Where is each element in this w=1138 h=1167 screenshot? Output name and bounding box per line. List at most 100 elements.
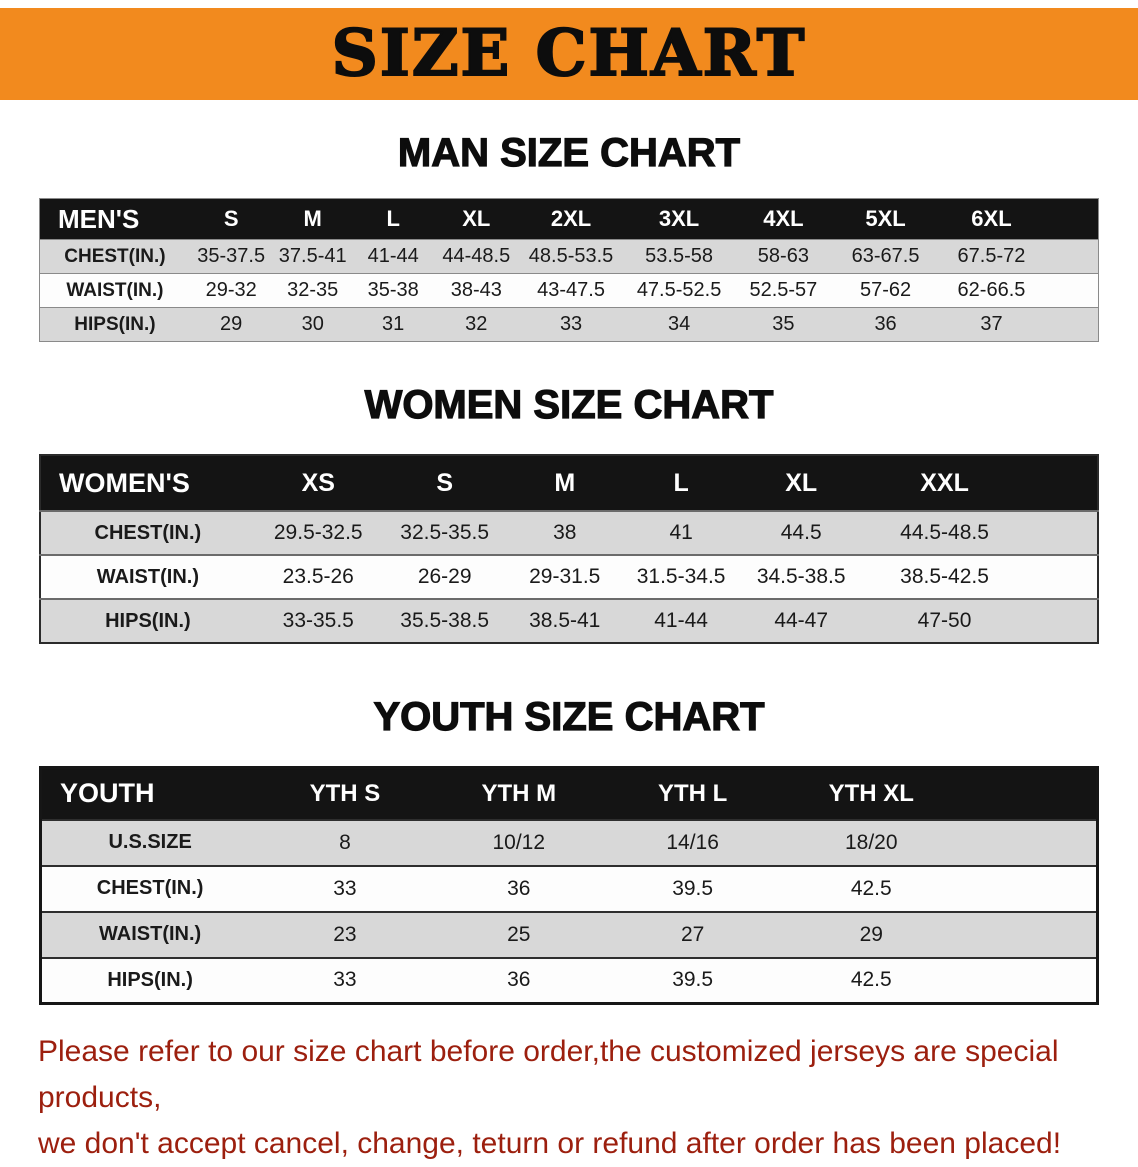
value-cell <box>1043 240 1098 274</box>
value-cell: 33 <box>559 313 583 335</box>
value-cell: 47-50 <box>917 609 972 632</box>
size-header-cell <box>963 767 1098 820</box>
size-header-cell: YTH XL <box>779 767 964 820</box>
size-header-cell: YTH M <box>431 767 606 820</box>
value-cell: 35-38 <box>367 279 419 301</box>
men-chart-heading: MAN SIZE CHART <box>397 130 741 175</box>
value-cell: 36 <box>507 876 531 900</box>
value-cell: 34 <box>667 313 691 335</box>
value-cell: 33 <box>333 876 357 900</box>
value-cell: 32 <box>465 313 488 335</box>
table-row: WAIST(IN.) 23.5-26 26-29 29-31.5 31.5-34.5 34… <box>40 555 1098 599</box>
value-cell: 29-32 <box>205 279 257 301</box>
row-label-cell: HIPS(IN.) <box>74 313 156 335</box>
value-cell: 36 <box>507 968 531 992</box>
women-size-section: WOMEN SIZE CHART WOMEN'S XS S M L XL XXL CHEST(… <box>0 382 1138 644</box>
table-title-cell: YOUTH <box>40 767 259 820</box>
value-cell: 30 <box>301 313 324 335</box>
value-cell: 42.5 <box>850 876 892 900</box>
value-cell <box>1027 599 1098 643</box>
value-cell <box>1027 555 1098 599</box>
value-cell: 53.5-58 <box>645 245 713 267</box>
value-cell: 25 <box>507 922 531 946</box>
value-cell: 33 <box>333 968 357 992</box>
value-cell: 37 <box>980 313 1003 335</box>
value-cell: 41 <box>669 521 693 544</box>
men-size-table: MEN'S S M L XL 2XL 3XL 4XL 5XL 6XL CHEST(IN.) 35-37… <box>39 198 1099 342</box>
size-header-cell: YTH S <box>258 767 432 820</box>
value-cell: 36 <box>874 313 897 335</box>
table-header-row: MEN'S S M L XL 2XL 3XL 4XL 5XL 6XL <box>39 198 1099 240</box>
value-cell: 44.5-48.5 <box>900 521 989 544</box>
notice-line-2: we don't accept cancel, change, teturn o… <box>38 1127 1062 1160</box>
women-chart-heading: WOMEN SIZE CHART <box>364 382 774 427</box>
value-cell: 18/20 <box>844 830 898 854</box>
value-cell: 23.5-26 <box>282 565 354 588</box>
value-cell: 35.5-38.5 <box>400 609 490 632</box>
table-row: HIPS(IN.) 29 30 31 32 33 34 35 36 37 <box>39 307 1099 342</box>
value-cell: 29.5-32.5 <box>273 521 363 544</box>
value-cell <box>963 866 1097 912</box>
value-cell: 41-44 <box>654 609 708 632</box>
table-row: HIPS(IN.) 33-35.5 35.5-38.5 38.5-41 41-44 44-… <box>40 599 1098 643</box>
value-cell: 32-35 <box>287 279 339 301</box>
value-cell: 26-29 <box>417 565 472 588</box>
size-header-cell: L <box>621 455 741 511</box>
value-cell: 47.5-52.5 <box>636 279 722 301</box>
value-cell <box>1043 274 1098 308</box>
value-cell <box>963 820 1097 866</box>
value-cell: 38 <box>553 521 577 544</box>
value-cell: 52.5-57 <box>749 279 818 301</box>
row-label-cell: HIPS(IN.) <box>105 609 191 632</box>
value-cell: 58-63 <box>757 245 809 267</box>
table-row: CHEST(IN.) 35-37.5 37.5-41 41-44 44-48.5 48.5… <box>39 239 1099 274</box>
value-cell: 29 <box>859 922 883 946</box>
size-header-cell <box>1027 455 1098 511</box>
value-cell: 29 <box>220 313 243 335</box>
table-row: U.S.SIZE 8 10/12 14/16 18/20 <box>40 819 1098 866</box>
value-cell: 23 <box>333 922 357 946</box>
table-title-cell: MEN'S <box>39 198 190 240</box>
value-cell: 10/12 <box>492 830 546 854</box>
size-header-cell <box>1043 198 1099 240</box>
value-cell: 32.5-35.5 <box>400 521 490 544</box>
row-label-cell: CHEST(IN.) <box>64 245 166 267</box>
size-header-cell: S <box>381 455 508 511</box>
value-cell <box>1027 511 1098 555</box>
table-header-row: WOMEN'S XS S M L XL XXL <box>40 455 1098 511</box>
value-cell: 35 <box>772 313 795 335</box>
size-header-cell: M <box>272 198 353 240</box>
row-label-cell: CHEST(IN.) <box>96 877 204 899</box>
value-cell: 63-67.5 <box>851 245 920 267</box>
table-header-row: YOUTH YTH S YTH M YTH L YTH XL <box>40 767 1098 820</box>
value-cell: 43-47.5 <box>537 279 605 301</box>
size-header-cell: 2XL <box>519 198 623 240</box>
value-cell: 14/16 <box>666 830 719 854</box>
value-cell: 44-47 <box>774 609 829 632</box>
size-header-cell: XS <box>254 455 382 511</box>
size-header-cell: S <box>189 198 273 240</box>
value-cell <box>963 912 1097 958</box>
value-cell: 39.5 <box>672 968 714 992</box>
row-label-cell: WAIST(IN.) <box>99 923 202 945</box>
value-cell: 31 <box>382 313 405 335</box>
size-chart-page: SIZE CHART MAN SIZE CHART MEN'S S M L XL 2XL 3… <box>0 8 1138 1167</box>
value-cell: 67.5-72 <box>957 245 1026 267</box>
value-cell: 38-43 <box>450 279 502 301</box>
order-notice: Please refer to our size chart before or… <box>0 1029 1138 1167</box>
size-header-cell: YTH L <box>605 767 780 820</box>
table-row: CHEST(IN.) 29.5-32.5 32.5-35.5 38 41 44.5 44.5… <box>40 511 1098 555</box>
size-header-cell: 4XL <box>735 198 832 240</box>
youth-size-section: YOUTH SIZE CHART YOUTH YTH S YTH M YTH L YTH… <box>0 694 1138 1005</box>
value-cell: 31.5-34.5 <box>636 565 726 588</box>
men-size-section: MAN SIZE CHART MEN'S S M L XL 2XL 3XL 4XL 5XL 6XL… <box>0 130 1138 342</box>
row-label-cell: CHEST(IN.) <box>94 521 202 544</box>
table-row: HIPS(IN.) 33 36 39.5 42.5 <box>40 957 1098 1004</box>
value-cell: 8 <box>339 830 351 854</box>
women-size-table: WOMEN'S XS S M L XL XXL CHEST(IN.) 29.5-32.5 32.5… <box>39 454 1099 644</box>
value-cell: 33-35.5 <box>282 609 354 632</box>
youth-size-table: YOUTH YTH S YTH M YTH L YTH XL U.S.SIZE 8 10/12… <box>39 766 1099 1005</box>
table-row: WAIST(IN.) 23 25 27 29 <box>40 911 1098 958</box>
size-header-cell: L <box>352 198 434 240</box>
value-cell: 39.5 <box>672 876 714 900</box>
